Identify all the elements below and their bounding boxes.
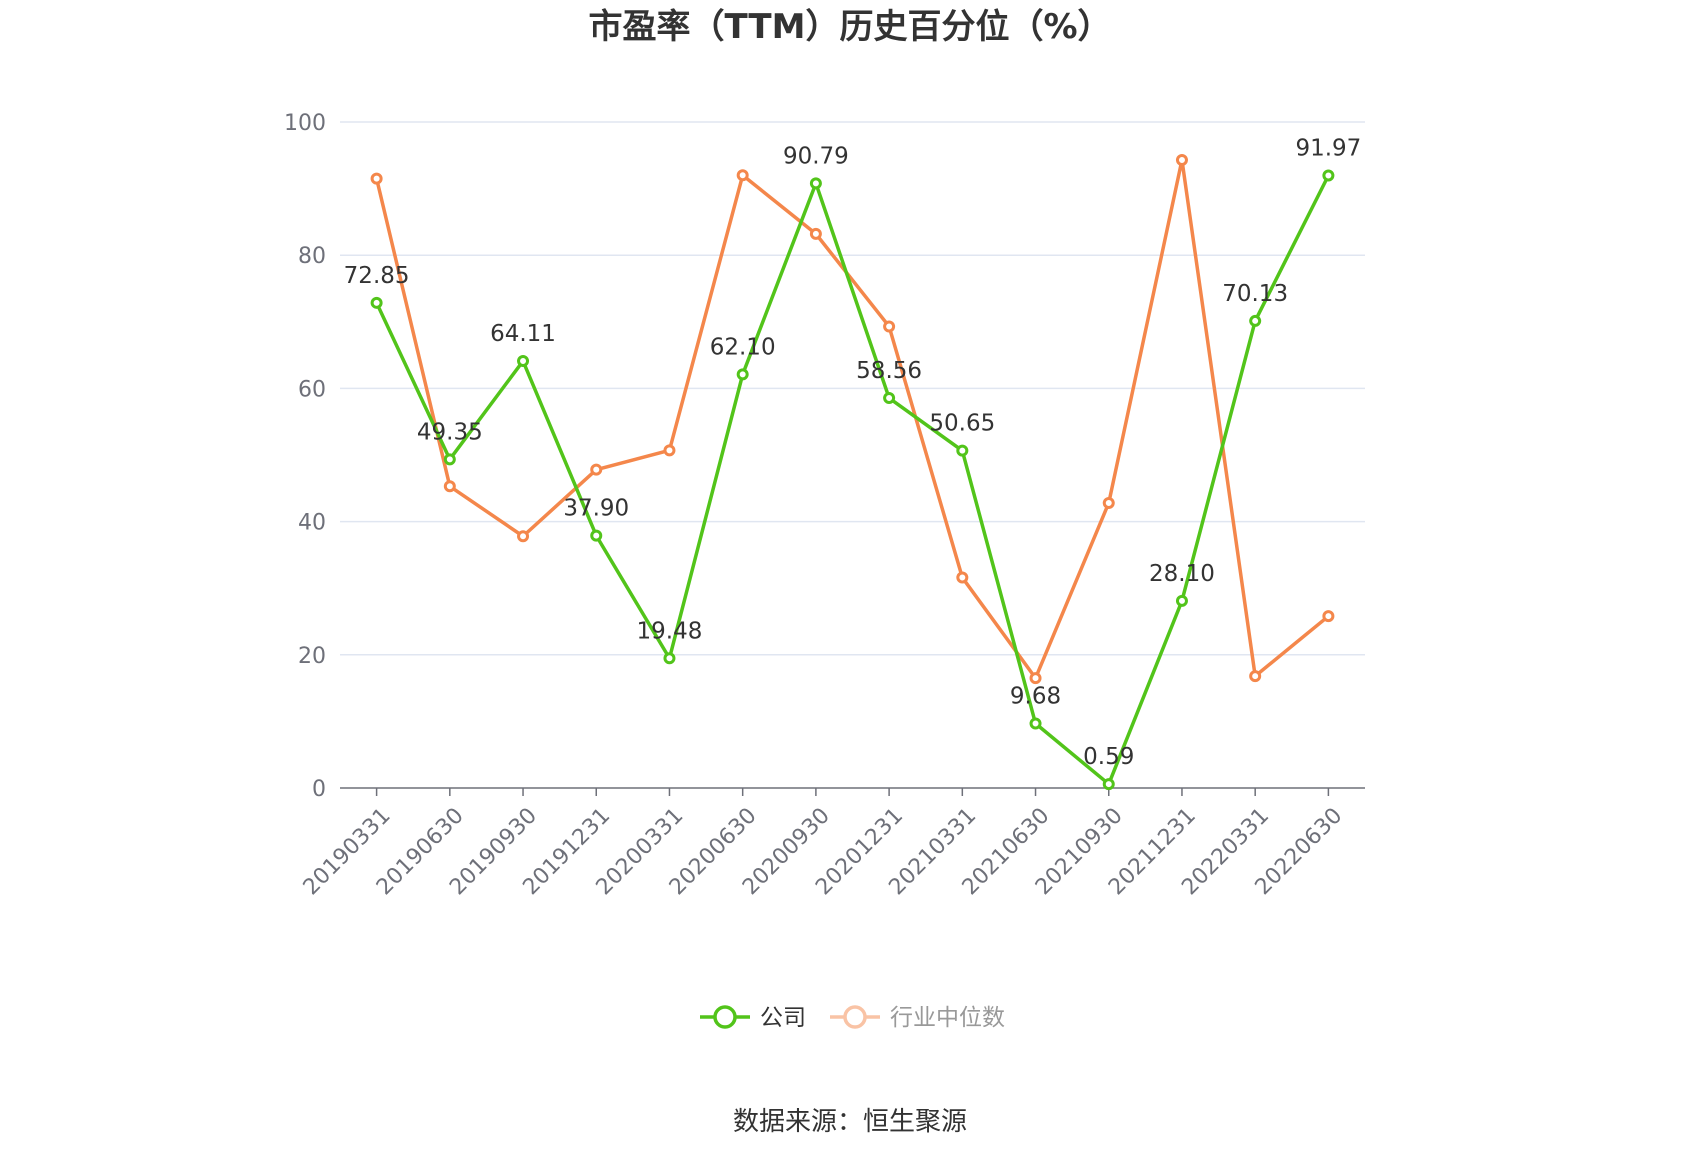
data-point[interactable] xyxy=(517,355,530,368)
series-line xyxy=(375,174,1330,786)
data-point[interactable] xyxy=(1029,717,1042,730)
data-label: 0.59 xyxy=(1083,744,1134,770)
data-point[interactable] xyxy=(1102,496,1115,509)
data-labels: 72.85 49.35 64.11 37.90 19.48 62.10 90.79 58.56… xyxy=(344,135,1362,770)
series-layer xyxy=(370,153,1335,791)
data-label: 58.56 xyxy=(856,358,922,384)
y-tick-label: 100 xyxy=(284,111,326,136)
data-point[interactable] xyxy=(517,530,530,543)
y-tick-label: 0 xyxy=(312,777,326,802)
series-industry-median xyxy=(370,153,1335,685)
data-point[interactable] xyxy=(956,571,969,584)
data-label: 28.10 xyxy=(1149,561,1215,587)
data-point[interactable] xyxy=(443,480,456,493)
y-axis: 0 20 40 60 80 100 xyxy=(284,111,326,802)
data-point[interactable] xyxy=(809,177,822,190)
data-label: 90.79 xyxy=(783,143,849,169)
data-point[interactable] xyxy=(1249,670,1262,683)
data-label: 72.85 xyxy=(344,263,410,289)
y-tick-label: 40 xyxy=(298,511,326,536)
data-point[interactable] xyxy=(663,652,676,665)
data-point[interactable] xyxy=(1175,153,1188,166)
data-point[interactable] xyxy=(1102,778,1115,791)
data-point[interactable] xyxy=(443,453,456,466)
data-point[interactable] xyxy=(663,444,676,457)
legend-swatch-marker xyxy=(713,1005,737,1029)
source-note: 数据来源：恒生聚源 xyxy=(733,1107,967,1137)
legend-item-company[interactable]: 公司 xyxy=(700,1005,806,1031)
series-line xyxy=(374,158,1330,680)
chart-title: 市盈率（TTM）历史百分位（%） xyxy=(588,7,1111,47)
data-point[interactable] xyxy=(1029,672,1042,685)
series-company xyxy=(370,169,1335,791)
x-axis: 2019033120190630201909302019123120200331… xyxy=(299,787,1365,900)
y-tick-label: 20 xyxy=(298,644,326,669)
y-tick-label: 60 xyxy=(298,377,326,402)
data-point[interactable] xyxy=(370,172,383,185)
data-point[interactable] xyxy=(1249,314,1262,327)
data-point[interactable] xyxy=(736,368,749,381)
data-point[interactable] xyxy=(956,444,969,457)
data-label: 62.10 xyxy=(710,334,776,360)
data-label: 19.48 xyxy=(637,618,703,644)
legend: 公司 行业中位数 xyxy=(700,1005,1005,1031)
data-point[interactable] xyxy=(1322,610,1335,623)
legend-label: 公司 xyxy=(760,1005,806,1031)
data-point[interactable] xyxy=(590,463,603,476)
y-tick-label: 80 xyxy=(298,244,326,269)
data-point[interactable] xyxy=(1322,169,1335,182)
data-point[interactable] xyxy=(590,529,603,542)
legend-swatch-marker xyxy=(843,1005,867,1029)
data-point[interactable] xyxy=(370,296,383,309)
data-label: 70.13 xyxy=(1222,281,1288,307)
data-label: 37.90 xyxy=(563,496,629,522)
data-point[interactable] xyxy=(809,227,822,240)
data-label: 49.35 xyxy=(417,419,483,445)
data-label: 9.68 xyxy=(1010,684,1061,710)
legend-item-industry-median[interactable]: 行业中位数 xyxy=(830,1005,1005,1031)
data-point[interactable] xyxy=(1175,594,1188,607)
data-label: 91.97 xyxy=(1295,135,1361,161)
data-label: 64.11 xyxy=(490,321,556,347)
data-point[interactable] xyxy=(736,169,749,182)
data-point[interactable] xyxy=(883,320,896,333)
data-label: 50.65 xyxy=(929,411,995,437)
data-point[interactable] xyxy=(883,391,896,404)
legend-label: 行业中位数 xyxy=(890,1005,1005,1031)
